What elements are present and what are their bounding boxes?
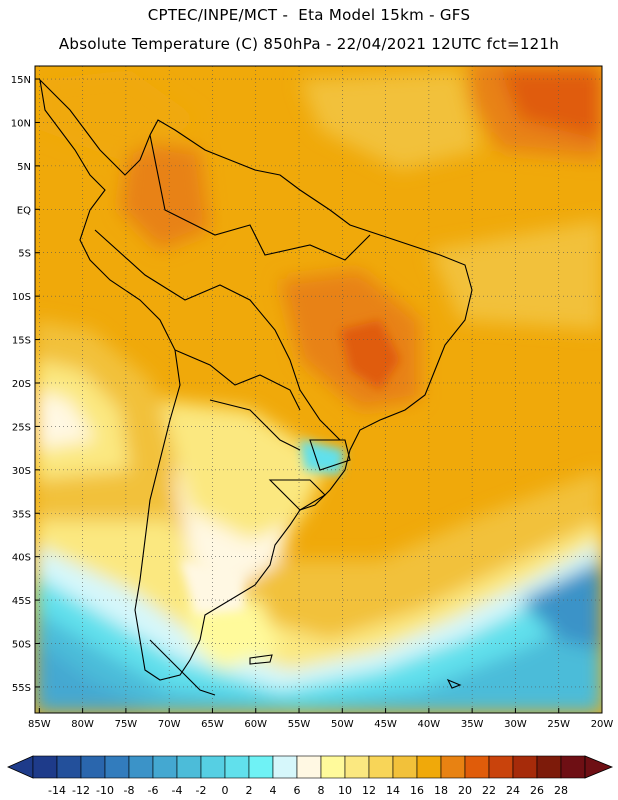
- colorbar-box: [416, 755, 442, 779]
- lon-label: 80W: [71, 719, 94, 730]
- colorbar-label: -10: [96, 784, 114, 797]
- colorbar-label: 10: [338, 784, 352, 797]
- colorbar-high-arrow: [584, 755, 614, 779]
- colorbar-boxes: [7, 755, 614, 779]
- title-line-1: CPTEC/INPE/MCT - Eta Model 15km - GFS: [147, 6, 471, 24]
- temperature-field: [35, 66, 602, 713]
- colorbar-box: [512, 755, 538, 779]
- colorbar-box: [248, 755, 274, 779]
- lon-label: 55W: [288, 719, 311, 730]
- lat-label: 50S: [12, 640, 31, 651]
- lon-label: 60W: [244, 719, 267, 730]
- lon-label: 65W: [201, 719, 224, 730]
- map-frame: [34, 65, 603, 714]
- colorbar-box: [368, 755, 394, 779]
- colorbar-label: 14: [386, 784, 400, 797]
- colorbar-box: [104, 755, 130, 779]
- lon-label: 70W: [158, 719, 181, 730]
- colorbar-label: -4: [172, 784, 183, 797]
- colorbar-box: [224, 755, 250, 779]
- lon-label: 35W: [461, 719, 484, 730]
- colorbar-box: [320, 755, 346, 779]
- lon-label: 85W: [28, 719, 51, 730]
- colorbar-box: [392, 755, 418, 779]
- temperature-map: 15N 10N 5N EQ 5S 10S 15S 20S 25S 30S 35S 40S 45S 50S 5…: [11, 65, 613, 730]
- colorbar-low-arrow: [7, 755, 34, 779]
- lat-label: 15N: [11, 75, 31, 86]
- colorbar-label: 18: [434, 784, 448, 797]
- lat-label: 10N: [11, 118, 31, 129]
- colorbar: -14 -12 -10 -8 -6 -4 -2 0 2 4 6 8 10 12 14 16 18 20 22 24 26…: [7, 755, 614, 797]
- colorbar-box: [200, 755, 226, 779]
- colorbar-box: [32, 755, 58, 779]
- title-line-2: Absolute Temperature (C) 850hPa - 22/04/…: [58, 35, 560, 53]
- colorbar-label: 8: [318, 784, 325, 797]
- colorbar-label: 2: [246, 784, 253, 797]
- colorbar-box: [296, 755, 322, 779]
- lat-label: 35S: [12, 509, 31, 520]
- colorbar-label: 16: [410, 784, 424, 797]
- colorbar-label: 0: [222, 784, 229, 797]
- colorbar-label: -2: [196, 784, 207, 797]
- colorbar-label: -8: [124, 784, 135, 797]
- lat-label: 10S: [12, 292, 31, 303]
- colorbar-box: [80, 755, 106, 779]
- lat-label: 25S: [12, 422, 31, 433]
- colorbar-box: [272, 755, 298, 779]
- colorbar-box: [536, 755, 562, 779]
- lat-label: 5S: [18, 249, 31, 260]
- colorbar-labels: -14 -12 -10 -8 -6 -4 -2 0 2 4 6 8 10 12 14 16 18 20 22 24 26…: [48, 784, 568, 797]
- lat-label: 15S: [12, 336, 31, 347]
- lat-label: 20S: [12, 379, 31, 390]
- axis-ticks: [35, 78, 603, 713]
- lat-label: 30S: [12, 466, 31, 477]
- colorbar-label: 22: [482, 784, 496, 797]
- lon-label: 75W: [115, 719, 138, 730]
- colorbar-label: -14: [48, 784, 66, 797]
- lon-label: 25W: [547, 719, 570, 730]
- lat-lon-grid: [35, 66, 602, 713]
- lon-label: 50W: [331, 719, 354, 730]
- colorbar-label: -6: [148, 784, 159, 797]
- colorbar-label: 26: [530, 784, 544, 797]
- latitude-labels: 15N 10N 5N EQ 5S 10S 15S 20S 25S 30S 35S 40S 45S 50S 5…: [11, 75, 31, 694]
- colorbar-label: 24: [506, 784, 520, 797]
- colorbar-box: [440, 755, 466, 779]
- colorbar-box: [128, 755, 154, 779]
- lat-label: 45S: [12, 596, 31, 607]
- colorbar-label: 28: [554, 784, 568, 797]
- colorbar-label: 4: [270, 784, 277, 797]
- colorbar-box: [344, 755, 370, 779]
- coastline-borders: [39, 78, 473, 696]
- colorbar-box: [176, 755, 202, 779]
- longitude-labels: 85W 80W 75W 70W 65W 60W 55W 50W 45W 40W 35W 30W 25W 2…: [28, 719, 613, 730]
- lon-label: 40W: [418, 719, 441, 730]
- colorbar-label: 12: [362, 784, 376, 797]
- lon-label: 20W: [591, 719, 614, 730]
- colorbar-label: 6: [294, 784, 301, 797]
- lat-label: 40S: [12, 553, 31, 564]
- lat-label: EQ: [17, 205, 31, 216]
- lon-label: 45W: [374, 719, 397, 730]
- lat-label: 5N: [17, 162, 31, 173]
- colorbar-label: 20: [458, 784, 472, 797]
- lat-label: 55S: [12, 683, 31, 694]
- colorbar-box: [560, 755, 586, 779]
- colorbar-box: [488, 755, 514, 779]
- colorbar-box: [464, 755, 490, 779]
- lon-label: 30W: [504, 719, 527, 730]
- colorbar-label: -12: [72, 784, 90, 797]
- colorbar-box: [56, 755, 82, 779]
- colorbar-box: [152, 755, 178, 779]
